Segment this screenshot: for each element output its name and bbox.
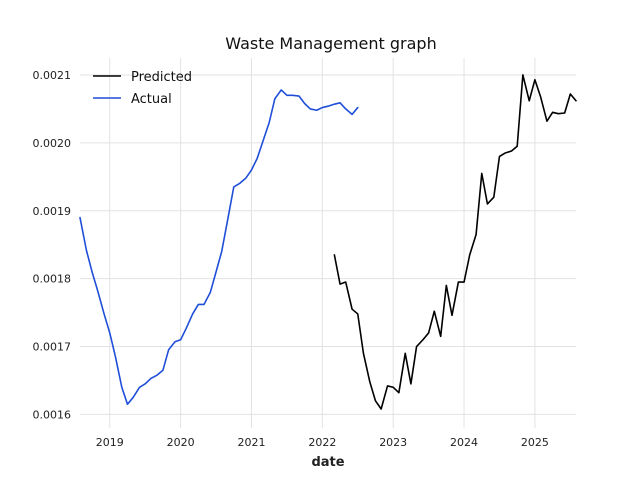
- series-line-actual: [79, 89, 359, 406]
- y-tick-label: 0.0019: [33, 205, 72, 218]
- x-tick-label: 2022: [308, 436, 336, 449]
- x-gridlines: [109, 58, 536, 428]
- x-tick-label: 2023: [379, 436, 407, 449]
- series-line-predicted: [333, 74, 577, 410]
- x-tick-label: 2025: [521, 436, 549, 449]
- x-tick-label: 2024: [450, 436, 478, 449]
- y-tick-label: 0.0021: [33, 69, 72, 82]
- legend-label-actual: Actual: [131, 92, 172, 107]
- x-tick-labels: 2019 2020 2021 2022 2023 2024 2025: [96, 436, 549, 449]
- x-tick-label: 2020: [167, 436, 195, 449]
- y-tick-label: 0.0020: [33, 137, 72, 150]
- series-lines: [79, 74, 577, 410]
- y-tick-labels: 0.0016 0.0017 0.0018 0.0019 0.0020 0.0021: [33, 69, 72, 421]
- x-axis-label: date: [311, 455, 344, 470]
- chart-title: Waste Management graph: [225, 34, 436, 53]
- y-tick-label: 0.0016: [33, 408, 72, 421]
- legend-label-predicted: Predicted: [131, 70, 192, 85]
- x-tick-label: 2019: [96, 436, 124, 449]
- legend: Predicted Actual: [93, 70, 192, 107]
- y-gridlines: [80, 74, 576, 415]
- y-tick-label: 0.0017: [33, 341, 72, 354]
- x-tick-label: 2021: [237, 436, 265, 449]
- y-tick-label: 0.0018: [33, 273, 72, 286]
